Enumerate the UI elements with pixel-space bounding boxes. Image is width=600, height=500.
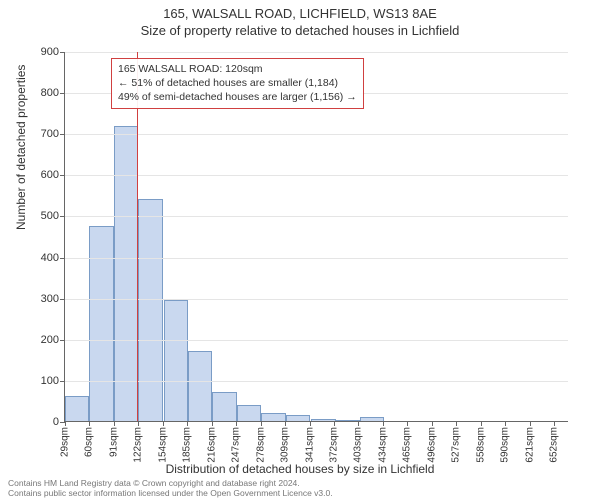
ytick-label: 200 [41,334,59,346]
xtick-mark [163,421,164,426]
ytick-label: 800 [41,87,59,99]
xtick-label: 29sqm [60,427,71,457]
xtick-mark [310,421,311,426]
histogram-bar [311,419,335,421]
xtick-label: 372sqm [328,427,339,463]
ytick-mark [60,258,65,259]
histogram-bar [286,415,310,421]
xtick-mark [334,421,335,426]
histogram-bar [114,126,138,421]
footer: Contains HM Land Registry data © Crown c… [8,478,333,498]
histogram-bar [336,420,360,421]
xtick-label: 122sqm [133,427,144,463]
ytick-label: 700 [41,128,59,140]
xtick-mark [358,421,359,426]
info-line-3: 49% of semi-detached houses are larger (… [118,90,357,104]
info-box: 165 WALSALL ROAD: 120sqm ← 51% of detach… [111,58,364,109]
header: 165, WALSALL ROAD, LICHFIELD, WS13 8AE S… [0,0,600,40]
xtick-mark [383,421,384,426]
xtick-label: 91sqm [108,427,119,457]
xtick-mark [456,421,457,426]
histogram-bar [138,199,162,421]
ytick-mark [60,93,65,94]
x-axis-label: Distribution of detached houses by size … [0,462,600,476]
xtick-mark [236,421,237,426]
xtick-label: 527sqm [451,427,462,463]
xtick-mark [114,421,115,426]
grid-line [65,216,568,217]
xtick-mark [89,421,90,426]
xtick-label: 154sqm [157,427,168,463]
grid-line [65,175,568,176]
xtick-label: 652sqm [549,427,560,463]
xtick-mark [138,421,139,426]
ytick-mark [60,340,65,341]
footer-line-1: Contains HM Land Registry data © Crown c… [8,478,333,488]
grid-line [65,258,568,259]
info-line-1: 165 WALSALL ROAD: 120sqm [118,62,357,76]
xtick-label: 590sqm [500,427,511,463]
ytick-label: 500 [41,210,59,222]
footer-line-2: Contains public sector information licen… [8,488,333,498]
histogram-bar [65,396,89,421]
xtick-label: 434sqm [377,427,388,463]
histogram-bar [188,351,212,421]
ytick-mark [60,299,65,300]
ytick-mark [60,381,65,382]
xtick-label: 309sqm [280,427,291,463]
xtick-mark [505,421,506,426]
xtick-mark [65,421,66,426]
ytick-label: 600 [41,169,59,181]
plot-area: 010020030040050060070080090029sqm60sqm91… [64,52,568,422]
xtick-mark [481,421,482,426]
xtick-mark [285,421,286,426]
histogram-bar [360,417,384,421]
grid-line [65,340,568,341]
ytick-label: 0 [53,416,59,428]
xtick-label: 496sqm [426,427,437,463]
xtick-label: 403sqm [353,427,364,463]
xtick-label: 278sqm [255,427,266,463]
xtick-mark [407,421,408,426]
histogram-bar [261,413,285,421]
ytick-label: 300 [41,293,59,305]
xtick-label: 341sqm [304,427,315,463]
xtick-label: 216sqm [206,427,217,463]
grid-line [65,52,568,53]
ytick-label: 400 [41,252,59,264]
xtick-mark [530,421,531,426]
xtick-label: 621sqm [524,427,535,463]
xtick-mark [187,421,188,426]
histogram-bar [212,392,236,421]
xtick-mark [261,421,262,426]
y-axis-label: Number of detached properties [14,65,28,230]
ytick-mark [60,52,65,53]
xtick-mark [432,421,433,426]
grid-line [65,299,568,300]
xtick-label: 60sqm [84,427,95,457]
xtick-label: 558sqm [475,427,486,463]
address-title: 165, WALSALL ROAD, LICHFIELD, WS13 8AE [0,6,600,23]
grid-line [65,381,568,382]
ytick-mark [60,175,65,176]
xtick-label: 185sqm [182,427,193,463]
chart: 010020030040050060070080090029sqm60sqm91… [64,52,568,422]
info-line-2: ← 51% of detached houses are smaller (1,… [118,76,357,90]
ytick-mark [60,134,65,135]
xtick-label: 465sqm [402,427,413,463]
ytick-label: 900 [41,46,59,58]
xtick-mark [554,421,555,426]
grid-line [65,134,568,135]
histogram-bar [89,226,113,421]
subtitle: Size of property relative to detached ho… [0,23,600,40]
xtick-mark [212,421,213,426]
histogram-bar [164,300,188,421]
ytick-label: 100 [41,375,59,387]
histogram-bar [237,405,261,421]
xtick-label: 247sqm [231,427,242,463]
ytick-mark [60,216,65,217]
